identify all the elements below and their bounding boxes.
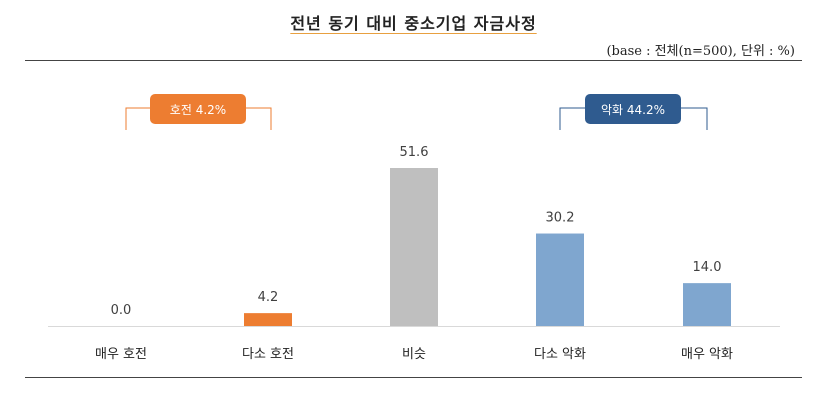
bar-3 (390, 168, 438, 326)
bar-4 (536, 233, 584, 326)
chart-title: 전년 동기 대비 중소기업 자금사정 (290, 14, 537, 33)
group-badge-label-1: 호전 4.2% (170, 103, 226, 117)
group-badge-1 (150, 94, 246, 124)
data-label-5: 14.0 (693, 260, 722, 275)
category-label-1: 매우 호전 (95, 347, 147, 362)
data-label-4: 30.2 (546, 211, 575, 226)
category-label-4: 다소 악화 (534, 347, 586, 362)
data-label-2: 4.2 (258, 290, 279, 305)
category-label-3: 비슷 (402, 347, 426, 362)
category-label-5: 매우 악화 (681, 347, 733, 362)
data-label-1: 0.0 (111, 303, 132, 318)
bar-2 (244, 313, 292, 326)
group-badge-label-2: 악화 44.2% (601, 103, 665, 117)
top-rule (25, 60, 802, 61)
group-badge-2 (585, 94, 681, 124)
data-label-3: 51.6 (400, 145, 429, 160)
bottom-rule (25, 377, 802, 378)
chart-subtitle: (base : 전체(n=500), 단위 : %) (606, 44, 795, 59)
category-label-2: 다소 호전 (242, 347, 294, 362)
bar-5 (683, 283, 731, 326)
